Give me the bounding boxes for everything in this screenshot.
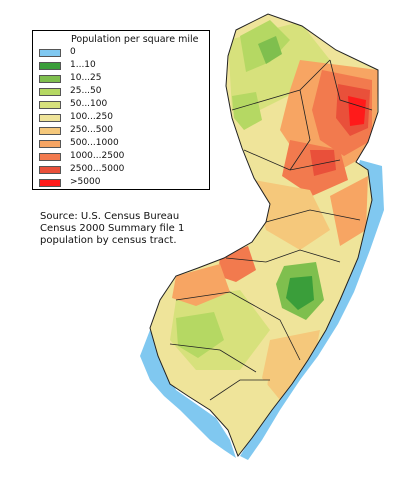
legend-label: 2500...5000	[70, 164, 124, 174]
legend-item: 50...100	[39, 101, 199, 110]
legend-label: >5000	[70, 177, 100, 187]
source-line: Census 2000 Summary file 1	[40, 223, 184, 235]
legend-swatch	[39, 166, 61, 174]
legend-swatch	[39, 179, 61, 187]
legend-swatch	[39, 153, 61, 161]
legend-item: 25...50	[39, 88, 199, 97]
map-legend: Population per square mile 0 1...10 10..…	[32, 30, 210, 190]
legend-label: 1000...2500	[70, 151, 124, 161]
urban-densest	[348, 96, 366, 126]
legend-item: 100...250	[39, 114, 199, 123]
legend-swatch	[39, 75, 61, 83]
legend-swatch	[39, 127, 61, 135]
source-note: Source: U.S. Census Bureau Census 2000 S…	[40, 211, 184, 247]
legend-item: 2500...5000	[39, 166, 199, 175]
legend-item: 0	[39, 49, 199, 58]
legend-label: 50...100	[70, 99, 107, 109]
legend-label: 100...250	[70, 112, 113, 122]
legend-item: 10...25	[39, 75, 199, 84]
source-line: population by census tract.	[40, 235, 184, 247]
legend-label: 25...50	[70, 86, 102, 96]
legend-label: 500...1000	[70, 138, 119, 148]
legend-swatch	[39, 101, 61, 109]
legend-item: 500...1000	[39, 140, 199, 149]
legend-item: 1...10	[39, 62, 199, 71]
legend-swatch	[39, 62, 61, 70]
legend-swatch	[39, 88, 61, 96]
legend-item: 250...500	[39, 127, 199, 136]
legend-label: 1...10	[70, 60, 96, 70]
legend-label: 250...500	[70, 125, 113, 135]
legend-title: Population per square mile	[71, 34, 199, 45]
legend-item: >5000	[39, 179, 199, 188]
legend-swatch	[39, 49, 61, 57]
source-line: Source: U.S. Census Bureau	[40, 211, 184, 223]
legend-swatch	[39, 114, 61, 122]
legend-swatch	[39, 140, 61, 148]
legend-item: 1000...2500	[39, 153, 199, 162]
legend-label: 10...25	[70, 73, 102, 83]
legend-label: 0	[70, 47, 76, 57]
